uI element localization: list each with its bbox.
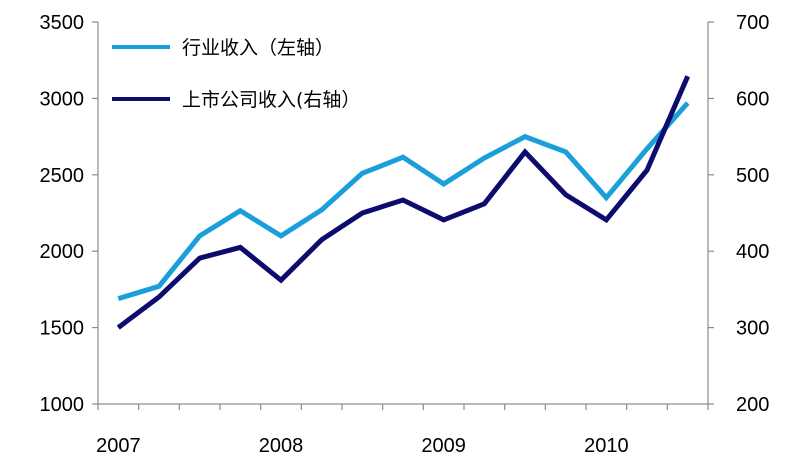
right-axis-ticks: 200 300 400 500 600 700: [708, 12, 769, 416]
left-tick-label: 2500: [40, 165, 85, 187]
right-tick-label: 500: [736, 165, 769, 187]
left-tick-label: 2000: [40, 241, 85, 263]
legend-label-industry-revenue: 行业收入（左轴）: [182, 37, 334, 59]
right-tick-label: 300: [736, 318, 769, 340]
x-tick-label: 2008: [259, 435, 304, 457]
series-line-industry-revenue: [117, 101, 690, 301]
right-tick-label: 700: [736, 12, 769, 34]
x-tick-label: 2010: [584, 435, 629, 457]
legend-label-listed-company-revenue: 上市公司收入(右轴）: [182, 89, 360, 111]
right-tick-label: 600: [736, 88, 769, 110]
right-tick-label: 400: [736, 241, 769, 263]
x-tick-label: 2007: [96, 435, 141, 457]
series-layer: [116, 75, 690, 330]
x-axis-ticks: 2007 2008 2009 2010: [96, 404, 709, 457]
left-tick-label: 3500: [40, 12, 85, 34]
left-tick-label: 1500: [40, 318, 85, 340]
series-line-listed-company-revenue: [116, 75, 690, 330]
right-tick-label: 200: [736, 394, 769, 416]
legend: 行业收入（左轴） 上市公司收入(右轴）: [112, 37, 360, 111]
chart-axes: [97, 22, 709, 405]
left-tick-label: 3000: [40, 88, 85, 110]
x-tick-label: 2009: [421, 435, 466, 457]
left-tick-label: 1000: [40, 394, 85, 416]
left-axis-ticks: 1000 1500 2000 2500 3000 3500: [40, 12, 98, 416]
